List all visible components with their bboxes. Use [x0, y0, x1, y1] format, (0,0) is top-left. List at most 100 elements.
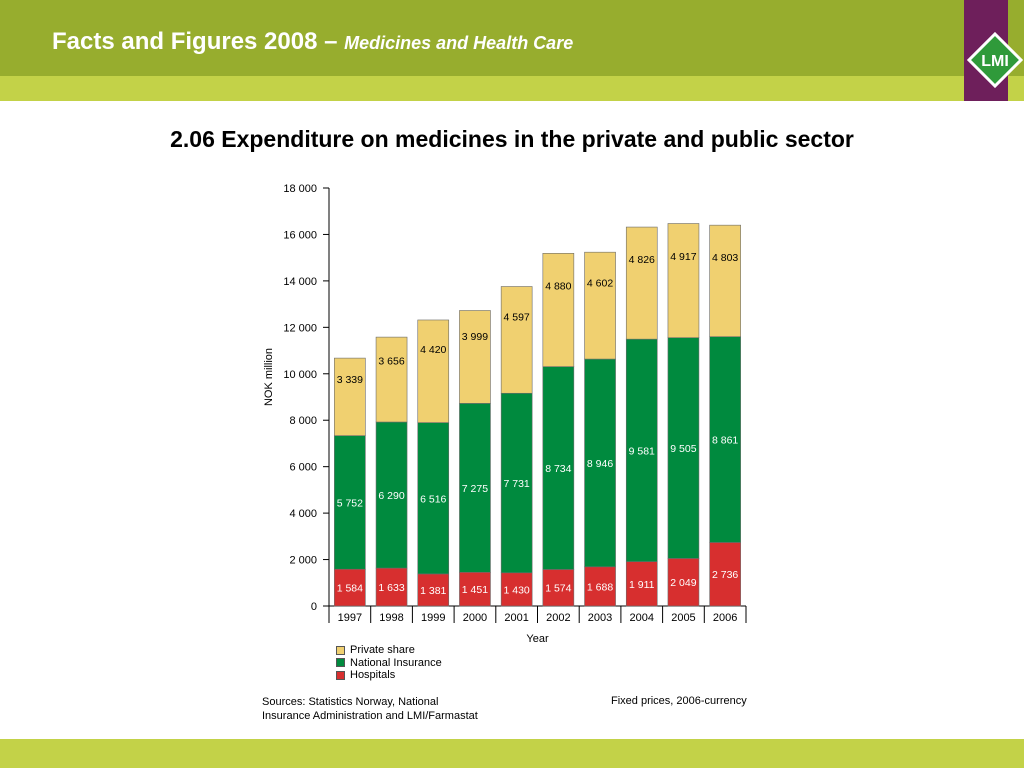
bar-segment [500, 286, 533, 394]
x-tick-label: 1999 [421, 612, 445, 624]
data-label: 1 574 [545, 583, 571, 595]
y-tick-label: 16 000 [283, 229, 317, 241]
data-label: 4 803 [712, 252, 738, 264]
x-tick-label: 2000 [463, 612, 487, 624]
x-axis-title: Year [526, 633, 549, 645]
bar-segment [375, 336, 408, 423]
footer-bar [0, 739, 1024, 768]
data-label: 8 946 [587, 458, 613, 470]
data-label: 8 861 [712, 435, 738, 447]
x-tick-label: 2004 [630, 612, 654, 624]
data-label: 9 581 [629, 445, 655, 457]
bar-segment [667, 337, 700, 559]
data-label: 4 880 [545, 281, 571, 293]
source-line-1: Sources: Statistics Norway, National [262, 696, 439, 708]
data-label: 1 911 [629, 579, 655, 591]
data-label: 4 602 [587, 277, 613, 289]
price-note: Fixed prices, 2006-currency [611, 695, 747, 707]
data-label: 9 505 [670, 443, 696, 455]
data-label: 8 734 [545, 463, 571, 475]
x-tick-label: 2005 [671, 612, 695, 624]
bar-segment [709, 224, 741, 337]
chart-legend: Private share National Insurance Hospita… [336, 644, 442, 682]
y-tick-label: 0 [311, 601, 317, 613]
data-label: 1 688 [587, 581, 613, 593]
header-subtitle: Medicines and Health Care [344, 33, 574, 53]
legend-label-hospitals: Hospitals [350, 669, 396, 682]
bar-segment [667, 558, 700, 607]
header-strip [0, 76, 1024, 101]
data-label: 1 430 [504, 584, 530, 596]
y-tick-label: 18 000 [283, 183, 317, 195]
data-label: 3 339 [337, 374, 363, 386]
legend-label-private: Private share [350, 644, 415, 657]
source-note: Sources: Statistics Norway, National Ins… [262, 695, 478, 723]
y-tick-label: 8 000 [289, 415, 317, 427]
data-label: 1 381 [420, 585, 446, 597]
data-label: 7 731 [504, 478, 530, 490]
bar-segment [625, 338, 658, 562]
bar-segment [459, 310, 491, 404]
legend-item-private: Private share [336, 644, 442, 657]
stacked-bar-chart: 0 2 000 4 000 6 000 8 000 10 000 12 000 14 000 1… [263, 183, 747, 645]
data-label: 6 290 [378, 490, 404, 502]
header-bar [0, 0, 1024, 76]
data-label: 4 917 [670, 251, 696, 263]
data-label: 3 999 [462, 331, 488, 343]
data-label: 1 633 [378, 582, 404, 594]
data-label: 7 275 [462, 483, 488, 495]
data-label: 2 049 [670, 577, 696, 589]
data-label: 1 451 [462, 584, 488, 596]
bar-segment [459, 403, 491, 573]
y-axis-title: NOK million [263, 348, 275, 406]
bar-segment [709, 336, 741, 543]
data-label: 4 597 [504, 312, 530, 324]
bar-segment [625, 226, 658, 340]
data-label: 4 826 [629, 254, 655, 266]
bar-segment [417, 422, 450, 575]
header-title-text: Facts and Figures 2008 – [52, 28, 338, 55]
y-tick-label: 2 000 [289, 555, 317, 567]
x-tick-label: 2003 [588, 612, 612, 624]
bar-segment [375, 567, 408, 607]
x-tick-label: 2006 [713, 612, 737, 624]
bar-segment [542, 366, 575, 570]
x-tick-label: 2002 [546, 612, 570, 624]
legend-item-hospitals: Hospitals [336, 669, 442, 682]
slide-title: 2.06 Expenditure on medicines in the pri… [170, 126, 854, 152]
source-line-2: Insurance Administration and LMI/Farmast… [262, 710, 478, 722]
legend-swatch-hospitals [336, 670, 345, 680]
y-tick-label: 12 000 [283, 322, 317, 334]
bar-segment [334, 435, 366, 570]
x-tick-label: 1997 [338, 612, 362, 624]
x-tick-label: 2001 [504, 612, 528, 624]
y-tick-label: 14 000 [283, 276, 317, 288]
y-tick-label: 4 000 [289, 508, 317, 520]
bar-segment [542, 569, 575, 607]
legend-label-national-insurance: National Insurance [350, 656, 442, 669]
data-label: 1 584 [337, 583, 363, 595]
bar-segment [417, 319, 450, 423]
y-tick-label: 6 000 [289, 462, 317, 474]
bar-segment [417, 573, 450, 607]
bar-segment [584, 251, 616, 360]
bar-segment [459, 572, 491, 607]
bar-segment [667, 223, 700, 338]
bar-segment [334, 357, 366, 436]
logo-text: LMI [981, 53, 1009, 70]
data-label: 5 752 [337, 497, 363, 509]
legend-swatch-national-insurance [336, 658, 345, 668]
bar-segment [542, 253, 575, 367]
bar-segment [334, 568, 366, 607]
data-label: 4 420 [420, 344, 446, 356]
legend-swatch-private [336, 645, 345, 655]
data-label: 3 656 [378, 355, 404, 367]
legend-item-national-insurance: National Insurance [336, 657, 442, 670]
data-label: 2 736 [712, 569, 738, 581]
bar-segment [375, 421, 408, 569]
lmi-logo: LMI [967, 32, 1023, 88]
header-title: Facts and Figures 2008 – Medicines and H… [52, 28, 573, 56]
x-tick-label: 1998 [379, 612, 403, 624]
y-tick-label: 10 000 [283, 369, 317, 381]
bar-segment [625, 561, 658, 607]
